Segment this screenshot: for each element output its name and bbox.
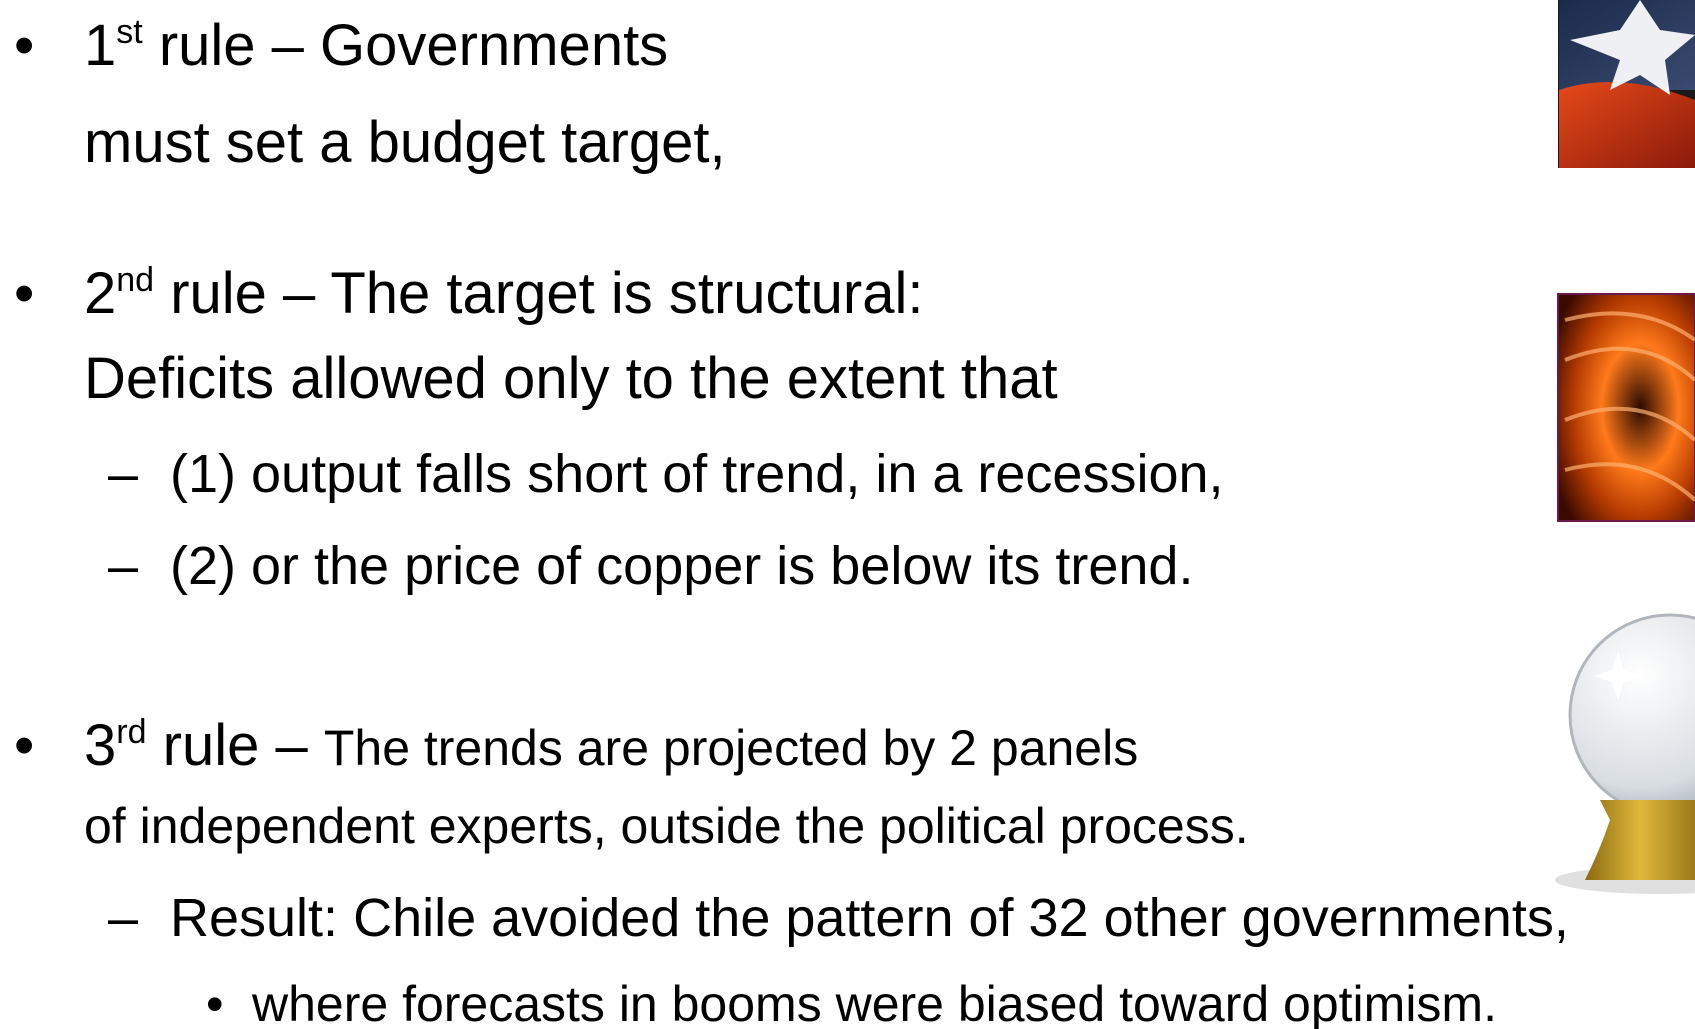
continuation: must set a budget target,	[84, 110, 726, 175]
heading: rule –	[163, 713, 309, 778]
ordinal-suffix: rd	[116, 713, 146, 751]
subitem: (2) or the price of copper is below its …	[170, 536, 1193, 596]
subitem: (1) output falls short of trend, in a re…	[170, 444, 1224, 504]
heading-detail: The trends are projected by 2 panels	[324, 720, 1138, 776]
crystal-ball-image	[1555, 615, 1695, 894]
subsubitem: where forecasts in booms were biased tow…	[251, 976, 1497, 1029]
page: {"bullets": [ {"ordinal": "1", "suffix":…	[0, 0, 1695, 1029]
rule-heading: 3rd rule – The trends are projected by 2…	[84, 713, 1138, 778]
continuation: of independent experts, outside the poli…	[84, 798, 1249, 854]
rule-heading: 1st rule – Governments	[84, 13, 668, 78]
dash: –	[108, 536, 138, 596]
heading: rule – Governments	[159, 13, 668, 78]
slide: • 1st rule – Governments must set a budg…	[0, 0, 1695, 1029]
rule-heading: 2nd rule – The target is structural:	[84, 261, 923, 326]
heading: rule – The target is structural:	[170, 261, 923, 326]
continuation: Deficits allowed only to the extent that	[84, 346, 1058, 411]
ordinal-suffix: st	[116, 13, 143, 51]
flag-image	[1558, 0, 1695, 168]
copper-image	[1558, 294, 1695, 521]
bullet: •	[14, 713, 34, 778]
dash: –	[108, 444, 138, 504]
bullet: •	[206, 976, 224, 1029]
bullet: •	[14, 261, 34, 326]
dash: –	[108, 888, 138, 948]
ordinal: 3	[84, 713, 116, 778]
ordinal-suffix: nd	[116, 261, 154, 299]
subitem: Result: Chile avoided the pattern of 32 …	[170, 888, 1569, 948]
bullet: •	[14, 13, 34, 78]
ordinal: 2	[84, 261, 116, 326]
ordinal: 1	[84, 13, 116, 78]
